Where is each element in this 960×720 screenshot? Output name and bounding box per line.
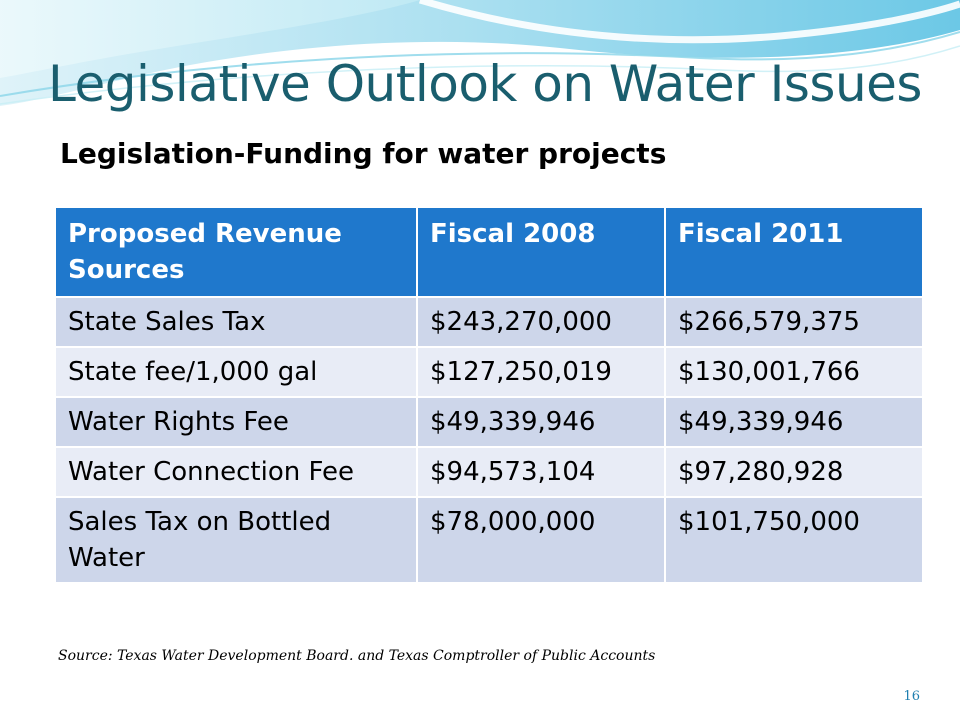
table-row: State fee/1,000 gal $127,250,019 $130,00… (56, 348, 922, 396)
header-cell-fiscal-2008: Fiscal 2008 (418, 208, 664, 296)
fiscal-2008-cell: $49,339,946 (418, 398, 664, 446)
table-row: State Sales Tax $243,270,000 $266,579,37… (56, 298, 922, 346)
revenue-sources-table: Proposed Revenue Sources Fiscal 2008 Fis… (54, 206, 924, 584)
revenue-source-cell: Water Rights Fee (56, 398, 416, 446)
revenue-source-cell: Sales Tax on Bottled Water (56, 498, 416, 582)
table-header-row: Proposed Revenue Sources Fiscal 2008 Fis… (56, 208, 922, 296)
fiscal-2011-cell: $266,579,375 (666, 298, 922, 346)
header-cell-fiscal-2011: Fiscal 2011 (666, 208, 922, 296)
header-cell-revenue-sources: Proposed Revenue Sources (56, 208, 416, 296)
fiscal-2011-cell: $130,001,766 (666, 348, 922, 396)
slide-subtitle: Legislation-Funding for water projects (60, 137, 667, 170)
slide-title: Legislative Outlook on Water Issues (48, 55, 922, 113)
source-citation: Source: Texas Water Development Board. a… (58, 648, 656, 664)
table-row: Water Rights Fee $49,339,946 $49,339,946 (56, 398, 922, 446)
revenue-source-cell: State fee/1,000 gal (56, 348, 416, 396)
fiscal-2008-cell: $243,270,000 (418, 298, 664, 346)
fiscal-2008-cell: $78,000,000 (418, 498, 664, 582)
wave-banner-graphic (0, 0, 960, 106)
fiscal-2008-cell: $127,250,019 (418, 348, 664, 396)
fiscal-2008-cell: $94,573,104 (418, 448, 664, 496)
slide-page-number: 16 (903, 689, 920, 704)
fiscal-2011-cell: $97,280,928 (666, 448, 922, 496)
fiscal-2011-cell: $101,750,000 (666, 498, 922, 582)
revenue-source-cell: Water Connection Fee (56, 448, 416, 496)
table-row: Water Connection Fee $94,573,104 $97,280… (56, 448, 922, 496)
table-row: Sales Tax on Bottled Water $78,000,000 $… (56, 498, 922, 582)
revenue-source-cell: State Sales Tax (56, 298, 416, 346)
fiscal-2011-cell: $49,339,946 (666, 398, 922, 446)
